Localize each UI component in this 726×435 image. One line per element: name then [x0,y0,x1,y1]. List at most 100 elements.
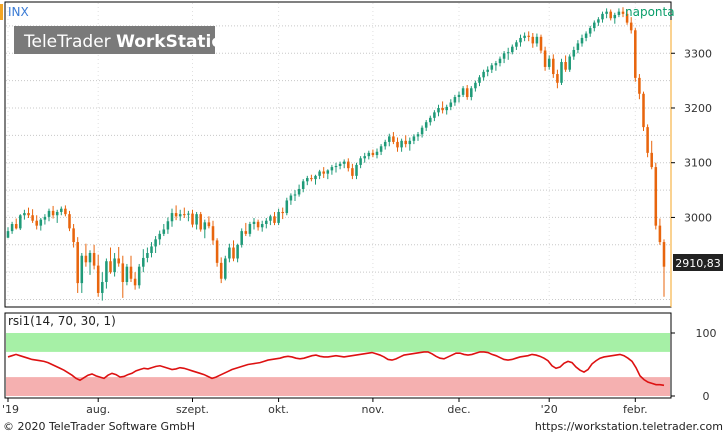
candle-body [191,213,194,225]
candle-body [289,195,293,201]
candle-body [494,63,498,66]
candle-body [474,82,477,89]
candle-body [72,228,75,243]
candle-body [285,200,289,214]
candle-body [207,222,211,227]
candle-body [621,11,625,14]
candle-body [502,53,506,59]
rsi-axis-ticks: 0 100 [671,327,717,403]
candle-body [101,282,104,293]
candle-body [199,214,202,230]
price-axis-ticks: 3000 3100 3200 3300 [671,47,712,224]
watermark-text: TeleTrader WorkStation [23,32,235,52]
candle-body [269,216,272,221]
candle-body [260,224,264,228]
candle-body [478,77,481,83]
candle-body [429,117,432,123]
rsi-oversold-zone [6,377,670,396]
candle-body [322,171,325,174]
watermark-bold: WorkStation [116,32,235,52]
symbol-label: INX [8,5,29,19]
watermark-light: TeleTrader [23,32,111,52]
time-tick-label: nov. [361,403,384,416]
time-tick-label: febr. [623,403,648,416]
rsi-indicator-label: rsi1(14, 70, 30, 1) [8,314,116,328]
candle-body [162,229,166,234]
candle-body [638,77,641,94]
candle-body [646,127,649,153]
candle-body [187,213,190,215]
candle-body [23,213,26,216]
candle-body [576,43,580,50]
candle-body [445,106,448,111]
price-tick-label: 3200 [684,102,712,115]
candle-body [543,50,547,67]
candle-body [584,33,588,38]
candle-body [137,266,141,286]
candle-body [539,36,543,51]
candle-body [650,152,653,168]
candle-body [76,242,79,284]
candle-body [43,216,47,220]
candle-body [252,221,256,225]
candle-body [523,35,526,38]
candle-body [347,161,350,169]
candle-body [146,253,149,258]
candle-body [465,88,469,98]
candle-body [625,13,629,23]
candle-body [420,127,424,135]
candle-body [330,167,334,171]
candle-body [400,140,403,148]
rsi-zones [6,333,670,396]
candle-body [297,188,301,195]
candle-body [64,208,67,215]
candle-body [236,244,239,259]
price-tick-label: 3300 [684,47,712,60]
rsi-line [7,351,665,387]
watermark-box [14,26,215,54]
candle-body [314,175,317,180]
candle-body [461,88,465,95]
candle-body [662,242,666,267]
candle-body [158,233,161,240]
candle-body [14,224,18,229]
candle-body [535,36,539,44]
last-price-label: 2910,83 [675,257,721,270]
candle-body [441,107,444,111]
candle-body [109,261,112,273]
candle-body [453,97,457,103]
candle-body [256,221,260,228]
candle-body [617,11,621,15]
candle-body [55,211,59,216]
candle-body [232,247,235,259]
price-candles [6,7,666,301]
symbol-accent-bar [0,4,3,20]
candle-body [580,37,584,44]
candle-body [613,14,617,19]
time-tick-label: '19 [2,403,19,416]
candle-body [593,22,596,29]
rsi-overbought-zone [6,333,670,352]
candle-body [564,62,567,70]
candle-body [195,214,198,225]
candle-body [166,221,170,230]
candle-body [117,258,120,264]
candle-body [277,211,280,223]
source-url: https://workstation.teletrader.com [535,420,723,433]
candle-body [68,214,71,229]
candle-body [412,136,416,141]
candle-body [19,215,22,229]
price-tick-label: 3100 [684,157,712,170]
candle-body [133,278,137,286]
candle-body [498,58,502,64]
candle-body [408,140,412,145]
candle-body [27,213,30,216]
candle-body [379,146,383,152]
candle-body [301,181,305,189]
candle-body [511,46,514,53]
candle-body [437,107,440,113]
candle-body [519,37,522,43]
candle-body [293,194,297,196]
candle-body [51,210,55,216]
candle-body [490,65,494,70]
